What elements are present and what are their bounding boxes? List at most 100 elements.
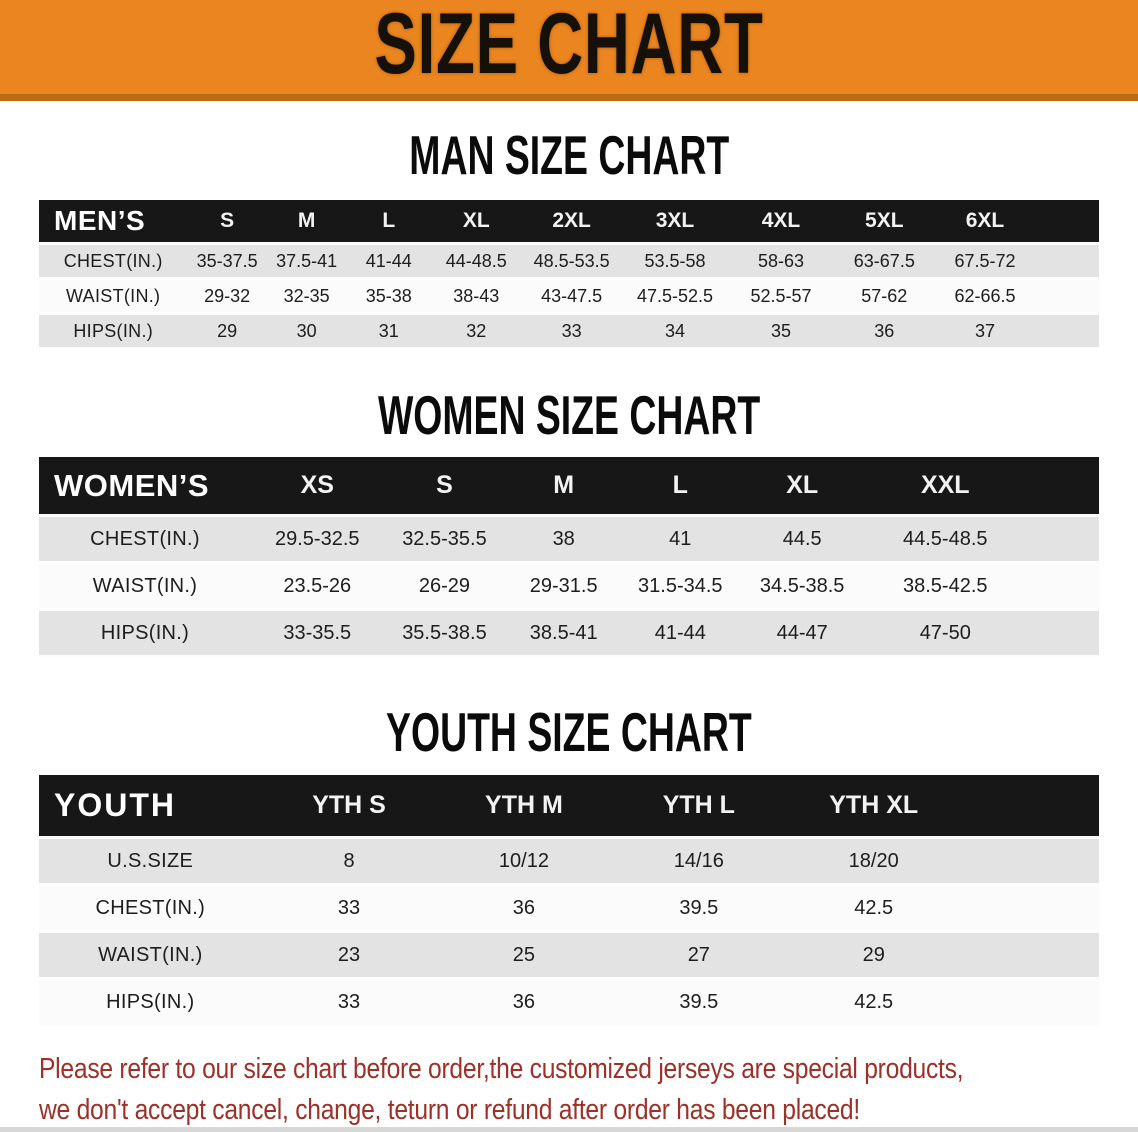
size-value: 33 [261,886,437,933]
size-value: 29-31.5 [505,564,622,611]
youth-section-heading: YOUTH SIZE CHART [0,705,1138,760]
table-row: U.S.SIZE 8 10/12 14/16 18/20 [39,839,1099,886]
size-value: 47.5-52.5 [621,280,728,315]
size-value: 32 [431,315,522,350]
spacer-cell [961,839,1099,886]
size-value: 41 [621,517,739,564]
size-value: 18/20 [786,839,962,886]
size-column-header: XXL [865,457,1025,517]
table-row: CHEST(IN.) 35-37.5 37.5-41 41-44 44-48.5 48.5… [39,245,1099,280]
measurement-label: CHEST(IN.) [39,517,251,564]
measurement-label: CHEST(IN.) [39,886,262,933]
size-value: 47-50 [865,611,1025,658]
size-column-header: M [266,200,347,245]
size-value: 43-47.5 [521,280,622,315]
table-header-label: YOUTH [39,775,262,839]
measurement-label: HIPS(IN.) [39,611,251,658]
size-value: 44.5 [738,517,866,564]
size-column-header: YTH L [611,775,787,839]
size-value: 31 [346,315,432,350]
size-value: 36 [436,886,612,933]
size-value: 34 [621,315,728,350]
size-column-header: S [187,200,267,245]
size-value: 35 [727,315,834,350]
table-row: HIPS(IN.) 33-35.5 35.5-38.5 38.5-41 41-44 44-… [39,611,1099,658]
size-value: 35.5-38.5 [383,611,506,658]
size-value: 48.5-53.5 [521,245,622,280]
spacer-cell [1035,280,1099,315]
size-value: 42.5 [786,980,962,1027]
size-column-header: 5XL [833,200,935,245]
table-row: HIPS(IN.) 29 30 31 32 33 34 35 36 37 [39,315,1099,350]
size-column-header: XS [251,457,384,517]
size-value: 42.5 [786,886,962,933]
size-value: 38 [505,517,622,564]
size-value: 67.5-72 [934,245,1036,280]
size-value: 29 [786,933,962,980]
youth-size-section: YOUTH SIZE CHART YOUTH YTH S YTH M YTH L YTH… [0,705,1138,1027]
measurement-label: U.S.SIZE [39,839,262,886]
size-value: 38-43 [431,280,522,315]
spacer-cell [1024,517,1099,564]
size-column-header: XL [431,200,522,245]
bottom-strip [0,1127,1138,1132]
size-column-header: M [505,457,622,517]
table-header-row: YOUTH YTH S YTH M YTH L YTH XL [39,775,1099,839]
banner: SIZE CHART [0,0,1138,101]
size-value: 32.5-35.5 [383,517,506,564]
size-value: 39.5 [611,980,787,1027]
women-section-heading: WOMEN SIZE CHART [0,388,1138,443]
size-value: 34.5-38.5 [738,564,866,611]
measurement-label: WAIST(IN.) [39,933,262,980]
youth-section-heading-text: YOUTH SIZE CHART [386,701,752,763]
size-value: 36 [833,315,935,350]
size-value: 25 [436,933,612,980]
size-value: 32-35 [266,280,347,315]
size-value: 52.5-57 [727,280,834,315]
size-value: 33-35.5 [251,611,384,658]
disclaimer: Please refer to our size chart before or… [39,1049,1138,1131]
table-row: WAIST(IN.) 23.5-26 26-29 29-31.5 31.5-34.5 34… [39,564,1099,611]
table-row: HIPS(IN.) 33 36 39.5 42.5 [39,980,1099,1027]
measurement-label: WAIST(IN.) [39,564,251,611]
size-value: 33 [521,315,622,350]
charts-area: MAN SIZE CHART MEN’S S M L XL 2XL 3XL 4XL 5XL 6XL… [0,128,1138,1027]
size-value: 41-44 [346,245,432,280]
spacer-cell [961,775,1099,839]
size-value: 29.5-32.5 [251,517,384,564]
women-size-table: WOMEN’S XS S M L XL XXL CHEST(IN.) 29.5-32.5 32.… [39,457,1099,658]
table-row: WAIST(IN.) 29-32 32-35 35-38 38-43 43-47.5 47.… [39,280,1099,315]
size-value: 44.5-48.5 [865,517,1025,564]
size-value: 35-37.5 [187,245,267,280]
spacer-cell [1035,315,1099,350]
measurement-label: WAIST(IN.) [39,280,188,315]
size-value: 27 [611,933,787,980]
size-column-header: YTH S [261,775,437,839]
spacer-cell [961,886,1099,933]
size-value: 38.5-42.5 [865,564,1025,611]
size-value: 41-44 [621,611,739,658]
spacer-cell [961,933,1099,980]
banner-title: SIZE CHART [374,0,764,92]
size-value: 38.5-41 [505,611,622,658]
size-value: 44-47 [738,611,866,658]
measurement-label: HIPS(IN.) [39,980,262,1027]
spacer-cell [961,980,1099,1027]
size-column-header: L [346,200,432,245]
men-section-heading-text: MAN SIZE CHART [409,124,729,186]
table-header-row: MEN’S S M L XL 2XL 3XL 4XL 5XL 6XL [39,200,1099,245]
size-value: 63-67.5 [833,245,935,280]
measurement-label: HIPS(IN.) [39,315,188,350]
size-value: 39.5 [611,886,787,933]
spacer-cell [1035,245,1099,280]
table-header-label: MEN’S [39,200,188,245]
size-value: 23.5-26 [251,564,384,611]
size-column-header: XL [738,457,866,517]
men-size-table: MEN’S S M L XL 2XL 3XL 4XL 5XL 6XL CHEST(IN.) 35-3… [39,200,1099,350]
size-value: 57-62 [833,280,935,315]
size-value: 10/12 [436,839,612,886]
size-column-header: YTH M [436,775,612,839]
size-column-header: YTH XL [786,775,962,839]
size-value: 36 [436,980,612,1027]
